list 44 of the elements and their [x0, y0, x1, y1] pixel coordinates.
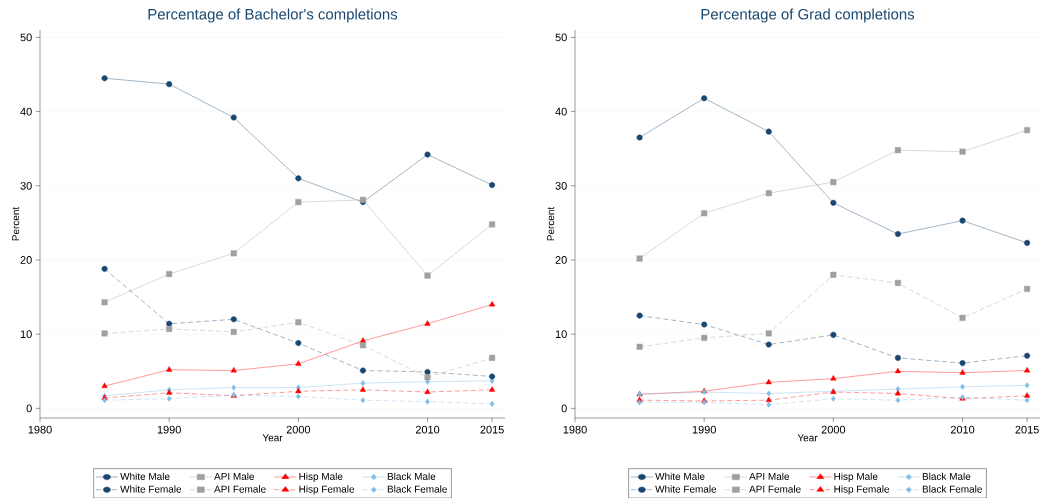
y-tick-label: 0 — [26, 404, 32, 413]
x-tick-label: 1980 — [563, 425, 587, 434]
y-tick-label: 30 — [20, 181, 32, 190]
legend-label: API Male — [749, 472, 790, 480]
legend-label: API Male — [214, 472, 255, 480]
legend-label: Black Male — [922, 472, 971, 480]
x-tick-label: 2015 — [1015, 425, 1039, 434]
x-tick-label: 2010 — [415, 425, 440, 434]
x-tick-label: 1990 — [692, 425, 716, 434]
y-axis-title: Percent — [547, 206, 555, 241]
y-tick-label: 20 — [555, 256, 567, 264]
y-tick-label: 10 — [555, 330, 567, 338]
legend-label: Hisp Female — [299, 485, 355, 495]
legend-label: White Male — [655, 472, 705, 480]
chart-title: Percentage of Bachelor's completions — [148, 8, 398, 23]
x-tick-label: 1980 — [28, 425, 52, 434]
legend-label: API Female — [214, 485, 266, 493]
y-tick-label: 50 — [20, 33, 32, 42]
y-tick-label: 40 — [555, 107, 567, 116]
y-tick-label: 50 — [555, 33, 567, 42]
y-tick-label: 20 — [20, 256, 32, 264]
chart-title: Percentage of Grad completions — [701, 8, 915, 23]
x-tick-label: 1990 — [157, 425, 181, 434]
x-tick-label: 2010 — [950, 425, 975, 434]
x-tick-label: 2000 — [821, 425, 846, 434]
legend-label: White Male — [120, 472, 170, 480]
x-tick-label: 2000 — [286, 425, 311, 434]
legend-label: White Female — [655, 485, 717, 493]
x-tick-label: 2015 — [480, 425, 504, 434]
legend-label: Black Male — [387, 472, 436, 480]
y-tick-label: 40 — [20, 107, 32, 116]
y-tick-label: 30 — [555, 181, 567, 190]
y-tick-label: 10 — [20, 330, 32, 338]
y-axis-title: Percent — [12, 206, 20, 241]
x-axis-title: Year — [797, 434, 818, 442]
x-axis-title: Year — [262, 434, 283, 442]
legend-label: API Female — [749, 485, 801, 493]
legend-label: Black Female — [387, 485, 447, 493]
legend-label: Hisp Male — [834, 472, 878, 482]
legend-label: Black Female — [922, 485, 982, 493]
legend-label: Hisp Male — [299, 472, 343, 482]
legend-label: Hisp Female — [834, 485, 890, 495]
legend-label: White Female — [120, 485, 182, 493]
y-tick-label: 0 — [561, 404, 567, 413]
